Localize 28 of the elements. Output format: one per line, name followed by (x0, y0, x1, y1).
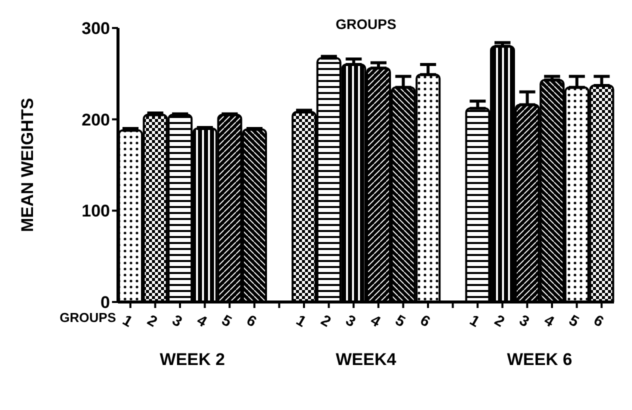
x-tick-label: 6 (243, 312, 260, 331)
x-tick-label: 1 (119, 312, 136, 331)
x-tick-label: 3 (169, 312, 185, 331)
text: WEEK 6 (506, 350, 574, 370)
x-tick-label: 4 (541, 312, 558, 332)
text: WEEK 2 (158, 350, 226, 370)
y-tick-label: 300 (82, 19, 110, 38)
x-tick-label: 2 (318, 312, 334, 331)
y-tick-label: 200 (82, 110, 110, 130)
x-tick-label: 1 (293, 312, 309, 331)
x-tick-label: 2 (144, 312, 160, 331)
chart-title: GROUPS (334, 16, 398, 32)
x-tick-label: 6 (590, 312, 606, 331)
x-tick-label: 3 (342, 312, 358, 331)
x-tick-label: 2 (491, 312, 508, 331)
y-tick-label: 100 (82, 202, 110, 221)
x-tick-label: 5 (392, 312, 408, 331)
x-tick-label: 5 (218, 312, 234, 331)
text: WEEK4 (334, 350, 398, 370)
x-axis-title: GROUPS (60, 310, 116, 325)
x-tick-label: 1 (466, 312, 482, 331)
x-tick-label: 5 (566, 312, 582, 331)
x-tick-label: 4 (194, 312, 210, 332)
x-tick-label: 3 (516, 312, 532, 331)
y-axis-title: MEAN WEIGHTS (18, 98, 38, 232)
y-tick-label: 0 (100, 293, 110, 312)
x-tick-label: 6 (417, 312, 433, 331)
x-tick-label: 4 (367, 312, 384, 332)
